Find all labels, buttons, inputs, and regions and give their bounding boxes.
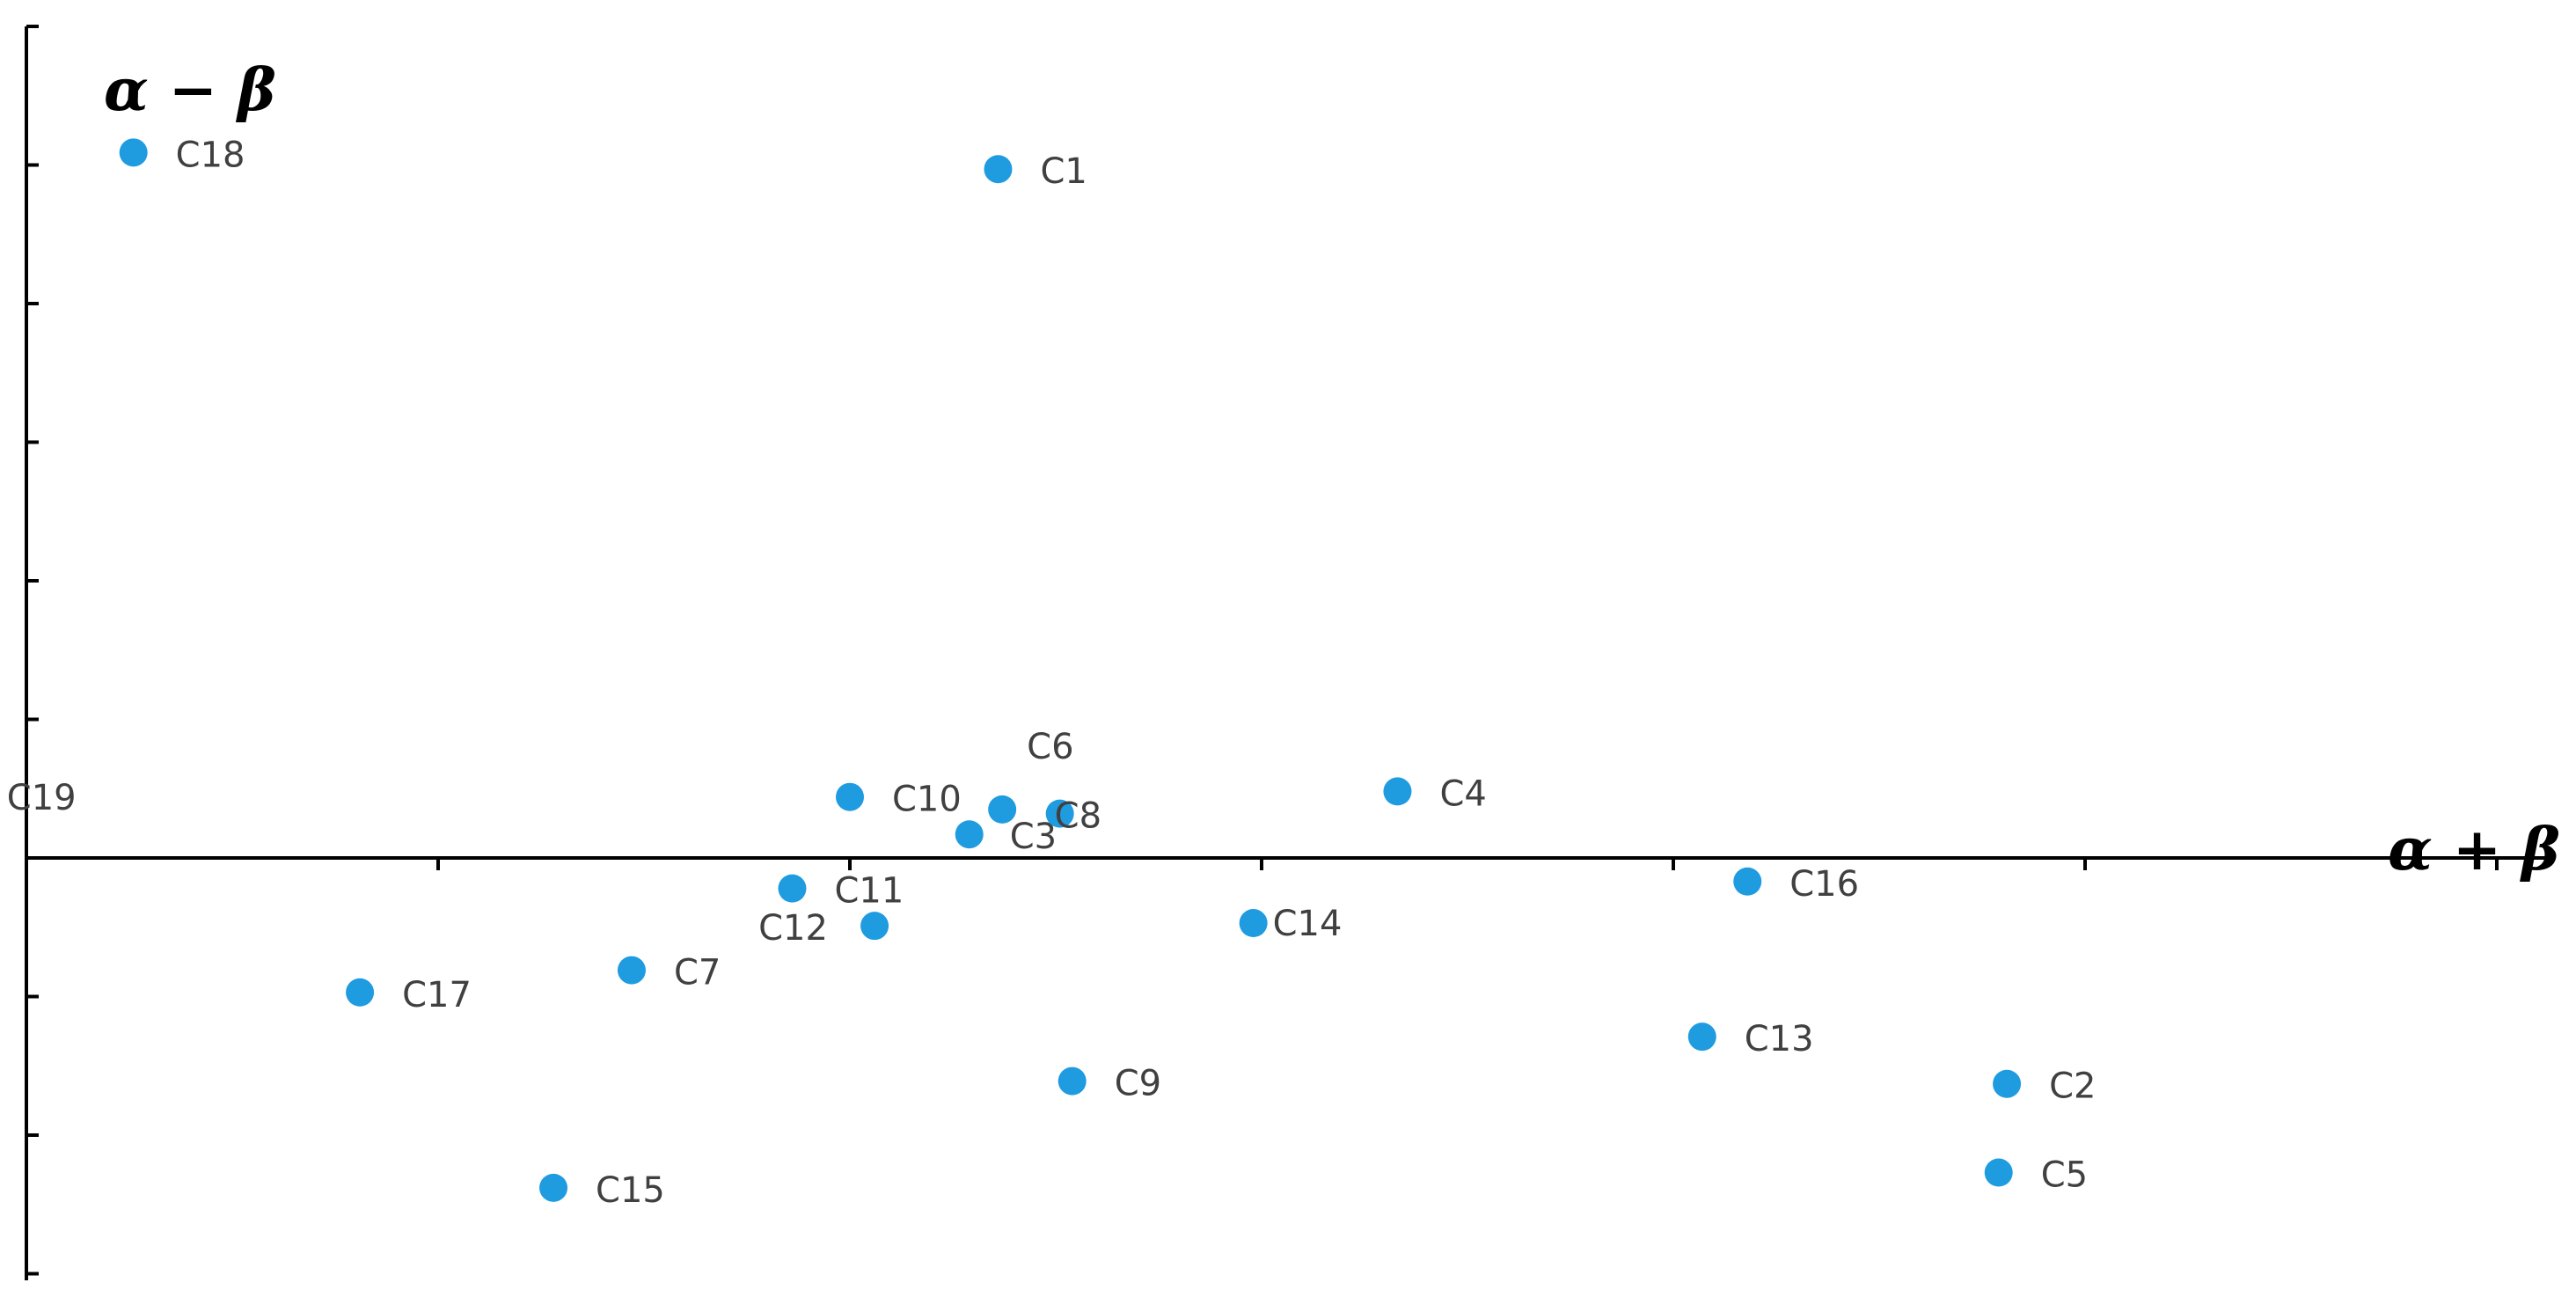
data-point-c2	[1993, 1069, 2022, 1098]
point-label-c9: C9	[1115, 1064, 1161, 1104]
point-label-c7: C7	[674, 953, 721, 993]
point-label-c8: C8	[1055, 796, 1101, 837]
data-point-c17	[346, 978, 375, 1007]
point-label-c10: C10	[892, 780, 962, 820]
data-point-c14	[1239, 909, 1268, 938]
point-label-c2: C2	[2049, 1066, 2096, 1107]
point-label-c13: C13	[1745, 1019, 1814, 1059]
point-label-c14: C14	[1273, 904, 1343, 944]
y-axis-label: α − β	[104, 55, 276, 124]
data-point-c7	[617, 956, 646, 985]
data-point-c16	[1733, 867, 1762, 896]
data-point-c6	[988, 795, 1017, 824]
data-point-c8	[1045, 799, 1074, 828]
data-point-c3	[955, 820, 984, 849]
data-point-c9	[1057, 1066, 1087, 1096]
point-label-c11: C11	[834, 871, 904, 912]
point-label-c3: C3	[1010, 817, 1057, 857]
data-point-c18	[119, 138, 148, 167]
data-point-c5	[1984, 1158, 2013, 1187]
point-label-c6: C6	[1027, 727, 1073, 767]
point-label-c19: C19	[7, 778, 77, 818]
data-point-c11	[778, 874, 807, 903]
point-label-c18: C18	[176, 135, 245, 175]
point-label-c12: C12	[758, 908, 828, 949]
data-point-c1	[984, 155, 1013, 184]
data-point-c15	[539, 1173, 568, 1202]
point-label-c15: C15	[596, 1170, 665, 1211]
point-label-c17: C17	[402, 975, 472, 1015]
point-label-c1: C1	[1040, 151, 1087, 192]
point-label-c5: C5	[2041, 1155, 2088, 1196]
point-label-c4: C4	[1439, 773, 1486, 814]
point-label-c16: C16	[1789, 864, 1859, 905]
x-axis-label: α + β	[2388, 815, 2560, 883]
axes	[25, 25, 2551, 1280]
data-point-c10	[836, 782, 864, 811]
data-point-c13	[1687, 1022, 1716, 1052]
data-point-c4	[1383, 777, 1412, 806]
data-point-c12	[860, 912, 889, 941]
